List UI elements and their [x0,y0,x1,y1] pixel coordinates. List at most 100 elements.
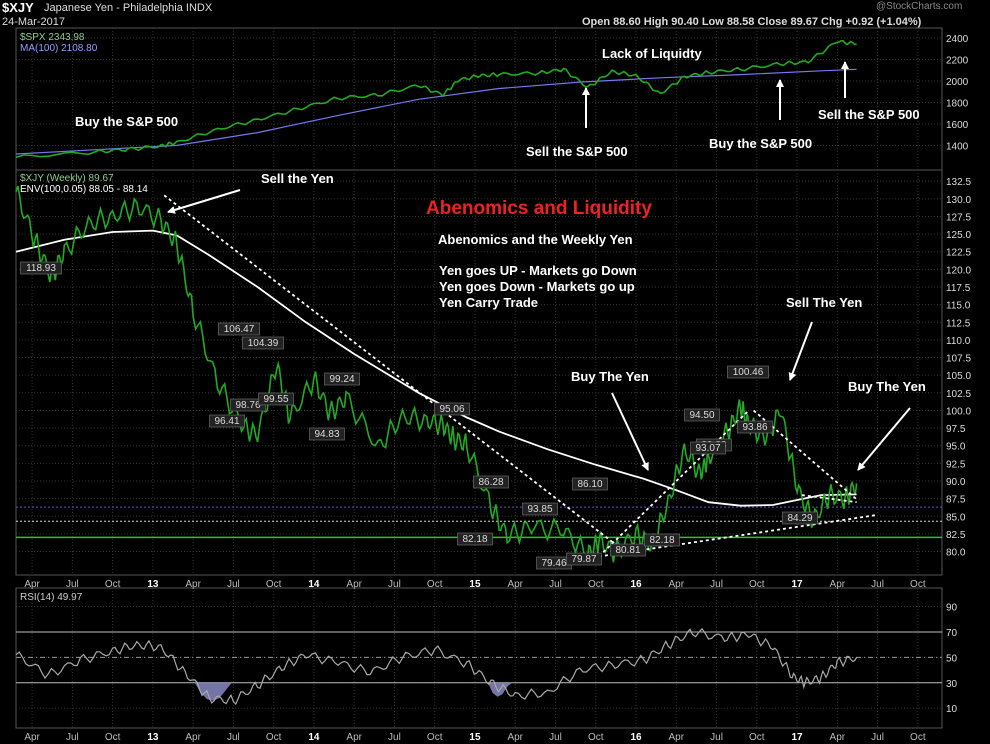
x-tick-label: Apr [24,579,40,590]
legend-rsi: RSI(14) 49.97 [20,592,83,603]
price-label-box [434,402,470,416]
annotation-sell-sp500-2: Sell the S&P 500 [818,107,920,122]
x-tick-label: Jul [388,579,401,590]
x-tick-label-bottom: Apr [668,732,684,743]
arrow-sell-yen-1 [167,189,241,214]
price-label-box [610,543,646,557]
y-tick-label: 132.5 [946,177,971,188]
y-tick-label: 130.0 [946,195,971,206]
y-tick-label: 30 [946,679,958,690]
annotation-title: Abenomics and Liquidity [426,198,652,219]
trendline-up-1 [598,409,750,558]
price-label-box [20,261,62,275]
watermark: @StockCharts.com [876,1,963,12]
y-tick-label: 100.0 [946,406,971,417]
x-tick-label: Oct [427,579,443,590]
price-label-box [309,427,345,441]
x-tick-label: Apr [185,579,201,590]
x-tick-label-bottom: Oct [749,732,765,743]
x-tick-label: Jul [66,579,79,590]
x-tick-label-bottom: Jul [710,732,723,743]
annotation-sell-yen-1: Sell the Yen [261,171,334,186]
price-label: 84.29 [787,513,812,524]
symbol-description: Japanese Yen - Philadelphia INDX [44,2,213,14]
price-label: 79.46 [541,558,566,569]
arrow-buy-yen-1 [611,392,649,471]
price-label: 98.76 [235,400,260,411]
annotation-buy-sp500-1: Buy the S&P 500 [75,114,178,129]
price-label: 93.86 [742,422,767,433]
x-tick-label-bottom: Jul [549,732,562,743]
price-label: 99.55 [263,394,288,405]
price-label-box [522,502,558,516]
y-tick-label: 85.0 [946,512,966,523]
series-spx-price [15,39,857,159]
annotation-sell-yen-2: Sell The Yen [786,295,862,310]
symbol-label: $XJY [2,0,34,15]
panel-frame-rsi [15,587,943,729]
x-tick-label: Jul [227,579,240,590]
x-tick-label: Jul [710,579,723,590]
x-tick-label-bottom: Oct [266,732,282,743]
x-tick-label-bottom: Oct [588,732,604,743]
y-tick-label: 117.5 [946,283,971,294]
x-tick-label: 17 [791,579,803,590]
y-tick-label: 80.0 [946,548,966,559]
price-label: 79.87 [571,554,596,565]
price-label-box [258,392,294,406]
series-xjy-env [15,229,857,507]
price-label-box [737,420,773,434]
trendline-down-main [163,194,626,553]
x-tick-label-bottom: 15 [469,732,481,743]
y-tick-label: 107.5 [946,354,971,365]
annotation-buy-yen-1: Buy The Yen [571,369,649,384]
price-label: 95.06 [439,404,464,415]
x-tick-label-bottom: 13 [147,732,159,743]
y-tick-label: 122.5 [946,248,971,259]
price-label-box [644,533,680,547]
x-tick-label: Oct [105,579,121,590]
price-label: 94.50 [689,410,714,421]
price-label-box [473,475,509,489]
arrow-sell-yen-2 [788,321,813,381]
legend-xjy-env: ENV(100,0.05) 88.05 - 88.14 [20,184,148,195]
x-tick-label-bottom: Jul [871,732,884,743]
price-label: 82.18 [462,534,487,545]
x-tick-label: 15 [469,579,481,590]
y-tick-label: 10 [946,704,958,715]
x-tick-label: Oct [910,579,926,590]
x-tick-label-bottom: 14 [308,732,320,743]
x-tick-label-bottom: Apr [24,732,40,743]
y-tick-label: 127.5 [946,212,971,223]
legend-spx: $SPX 2343.98 [20,32,85,43]
y-tick-label: 87.5 [946,495,966,506]
price-label-box [572,477,608,491]
x-tick-label: 13 [147,579,159,590]
legend-spx-ma: MA(100) 2108.80 [20,43,98,54]
price-label: 104.39 [248,338,279,349]
x-tick-label-bottom: Apr [507,732,523,743]
x-tick-label-bottom: Apr [346,732,362,743]
annotation-line: Yen goes Down - Markets go up [439,279,635,294]
price-label-box [242,336,284,350]
x-tick-label: 16 [630,579,642,590]
x-tick-label: Jul [871,579,884,590]
annotation-lack-liquidity: Lack of Liquidty [602,46,702,61]
x-tick-label: Oct [266,579,282,590]
price-label: 82.18 [649,535,674,546]
y-tick-label: 115.0 [946,301,971,312]
price-label: 96.41 [214,416,239,427]
y-tick-label: 2000 [946,77,969,88]
x-tick-label: Apr [668,579,684,590]
x-tick-label: Apr [507,579,523,590]
x-tick-label: Apr [830,579,846,590]
price-label-box [782,511,818,525]
x-tick-label: 14 [308,579,320,590]
y-tick-label: 1400 [946,141,969,152]
y-tick-label: 70 [946,628,958,639]
series-xjy-price [15,185,858,564]
annotation-subtitle: Abenomics and the Weekly Yen [438,232,633,247]
y-tick-label: 102.5 [946,389,971,400]
